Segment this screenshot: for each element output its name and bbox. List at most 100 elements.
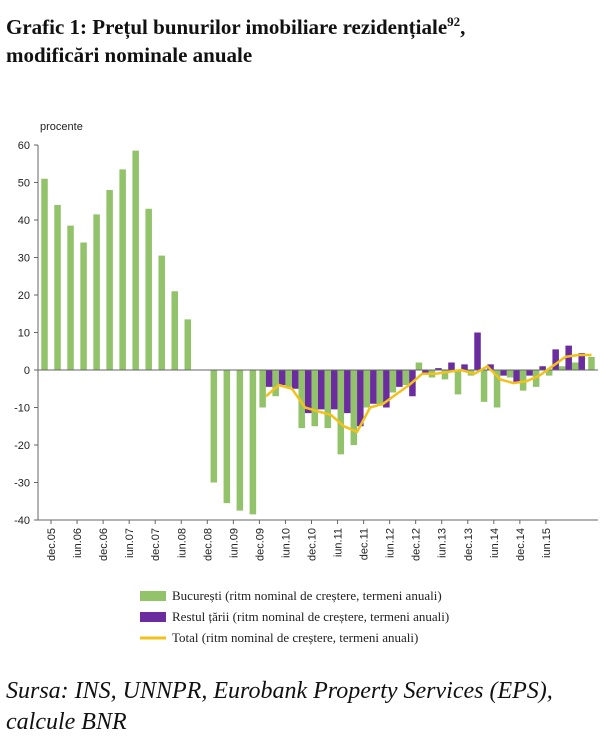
- bar-bucuresti: [324, 370, 332, 429]
- bar-bucuresti: [588, 356, 595, 370]
- bar-bucuresti: [184, 319, 192, 370]
- bar-bucuresti: [402, 370, 410, 385]
- bar-restul-tarii: [422, 370, 429, 374]
- bar-restul-tarii: [539, 366, 546, 370]
- bar-restul-tarii: [526, 370, 533, 376]
- bar-restul-tarii: [396, 370, 403, 387]
- x-tick-label: dec.12: [411, 528, 423, 561]
- bar-restul-tarii: [357, 370, 364, 427]
- bar-bucuresti: [158, 255, 165, 370]
- bar-bucuresti: [376, 370, 384, 406]
- y-tick-label: 50: [18, 178, 30, 190]
- bar-bucuresti: [558, 366, 566, 370]
- bar-restul-tarii: [448, 362, 455, 370]
- x-tick-label: dec.14: [515, 528, 527, 561]
- bar-bucuresti: [132, 150, 139, 370]
- x-tick-label: dec.10: [306, 528, 318, 561]
- x-tick-label: dec.06: [98, 528, 110, 561]
- x-tick-label: iun.08: [176, 528, 188, 558]
- x-tick-label: dec.05: [46, 528, 58, 561]
- bar-restul-tarii: [461, 364, 468, 370]
- x-tick-label: iun.10: [280, 528, 292, 558]
- bar-bucuresti: [272, 370, 279, 397]
- y-tick-label: 20: [18, 290, 30, 302]
- bar-bucuresti: [454, 370, 462, 395]
- x-tick-label: iun.14: [489, 528, 501, 558]
- bar-restul-tarii: [552, 349, 559, 370]
- bar-bucuresti: [350, 370, 358, 445]
- x-tick-label: iun.12: [385, 528, 397, 558]
- x-tick-label: dec.08: [202, 528, 214, 561]
- bar-restul-tarii: [435, 368, 442, 370]
- bar-bucuresti: [236, 370, 244, 511]
- chart-title: Grafic 1: Prețul bunurilor imobiliare re…: [6, 8, 601, 69]
- bar-bucuresti: [119, 169, 126, 370]
- bar-restul-tarii: [291, 370, 299, 389]
- bar-bucuresti: [415, 362, 423, 370]
- y-tick-label: 10: [18, 328, 30, 340]
- x-tick-label: iun.06: [72, 528, 84, 558]
- bar-bucuresti: [259, 370, 266, 408]
- bar-restul-tarii: [344, 370, 351, 414]
- legend-restul-tarii-label: Restul țării (ritm nominal de creștere, …: [172, 609, 449, 624]
- y-tick-label: -10: [14, 403, 30, 415]
- y-tick-label: -30: [14, 478, 30, 490]
- y-axis-label: procente: [40, 121, 83, 133]
- bar-restul-tarii: [383, 370, 390, 408]
- bar-bucuresti: [93, 214, 100, 370]
- title-text: Grafic 1: Prețul bunurilor imobiliare re…: [6, 15, 448, 39]
- bar-restul-tarii: [370, 370, 377, 404]
- x-tick-label: dec.11: [359, 528, 371, 560]
- bar-restul-tarii: [487, 364, 494, 370]
- bar-restul-tarii: [278, 370, 286, 385]
- bar-bucuresti: [532, 370, 540, 387]
- bar-restul-tarii: [565, 345, 572, 370]
- x-tick-label: dec.13: [463, 528, 475, 561]
- bar-bucuresti: [441, 370, 449, 380]
- bar-restul-tarii: [318, 370, 325, 410]
- title-line-1: Grafic 1: Prețul bunurilor imobiliare re…: [6, 8, 601, 41]
- chart-area: procente 60 50 40 30 20 10 0 -10 -20 -30 -40 dec.05 i…: [14, 121, 598, 645]
- bar-restul-tarii: [331, 370, 338, 410]
- bar-bucuresti: [145, 208, 152, 370]
- bar-bucuresti: [545, 370, 553, 376]
- x-tick-label: iun.09: [228, 528, 240, 558]
- title-line-2: modificări nominale anuale: [6, 43, 253, 67]
- bar-restul-tarii: [304, 370, 312, 414]
- bar-bucuresti: [480, 370, 488, 402]
- bar-bucuresti: [389, 370, 397, 393]
- bar-bucuresti: [54, 205, 61, 370]
- x-tick-label: iun.11: [333, 528, 345, 557]
- x-tick-label: iun.15: [541, 528, 553, 558]
- line-total: [265, 353, 592, 434]
- legend-bucuresti-swatch: [140, 591, 166, 601]
- source-note: Sursa: INS, UNNPR, Eurobank Property Ser…: [6, 678, 553, 735]
- bar-restul-tarii: [513, 370, 520, 384]
- bar-bucuresti: [249, 370, 257, 515]
- x-tick-label: iun.07: [124, 528, 136, 558]
- bar-bucuresti: [298, 370, 305, 429]
- bar-bucuresti: [106, 190, 113, 370]
- bar-bucuresti: [506, 370, 514, 378]
- bar-bucuresti: [311, 370, 318, 427]
- legend-bucuresti-label: București (ritm nominal de creștere, ter…: [172, 588, 442, 603]
- x-tick-label: dec.07: [150, 528, 162, 561]
- legend-total-label: Total (ritm nominal de creștere, termeni…: [172, 630, 418, 645]
- title-comma: ,: [460, 15, 466, 39]
- bar-bucuresti: [41, 178, 48, 370]
- y-tick-label: -40: [14, 515, 30, 527]
- y-tick-label: 40: [18, 215, 30, 227]
- y-tick-label: -20: [14, 440, 30, 452]
- bar-restul-tarii: [500, 370, 507, 376]
- bar-bucuresti: [493, 370, 501, 408]
- bar-bucuresti: [285, 370, 292, 387]
- bar-bucuresti: [171, 291, 178, 370]
- bar-bucuresti: [571, 362, 579, 370]
- bar-restul-tarii: [265, 370, 273, 387]
- bar-bucuresti: [337, 370, 345, 455]
- bar-bucuresti: [519, 370, 527, 391]
- y-tick-label: 60: [18, 140, 30, 152]
- y-tick-label: 0: [24, 365, 30, 377]
- x-tick-label: dec.09: [254, 528, 266, 561]
- bar-bucuresti: [223, 370, 231, 504]
